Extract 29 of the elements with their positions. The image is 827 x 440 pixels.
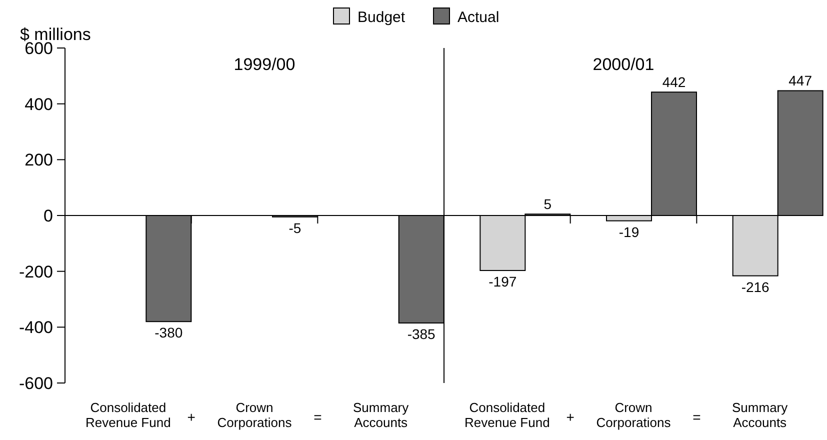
y-tick-label: -600 bbox=[18, 374, 53, 393]
y-tick-label: -200 bbox=[18, 262, 53, 282]
data-label: 5 bbox=[544, 196, 552, 212]
legend-label: Actual bbox=[458, 9, 500, 26]
data-label: 442 bbox=[662, 74, 686, 90]
data-label: -385 bbox=[407, 326, 436, 342]
x-tick-label: Consolidated Revenue Fund bbox=[464, 400, 550, 430]
legend-label: Budget bbox=[358, 9, 406, 26]
x-tick-label: Summary Accounts bbox=[353, 400, 410, 430]
data-label: -380 bbox=[154, 324, 183, 341]
annotation: 2000/01 bbox=[592, 55, 654, 74]
x-tick-label: Crown Corporations bbox=[596, 400, 672, 430]
text: = bbox=[692, 409, 701, 425]
y-tick-label: 200 bbox=[24, 150, 53, 170]
annotation: 1999/00 bbox=[234, 55, 296, 74]
x-tick-label: Crown Corporations bbox=[217, 400, 292, 430]
text: + bbox=[566, 409, 574, 425]
data-label: 447 bbox=[788, 72, 812, 89]
x-tick-label: Consolidated Revenue Fund bbox=[86, 400, 171, 430]
x-tick-label: Summary Accounts bbox=[732, 400, 788, 430]
data-label: -216 bbox=[741, 278, 770, 295]
data-label: -197 bbox=[488, 273, 517, 290]
y-tick-label: 0 bbox=[44, 206, 53, 226]
text: = bbox=[314, 409, 322, 425]
y-tick-label: -400 bbox=[18, 318, 53, 338]
text: + bbox=[187, 409, 196, 425]
data-label: -19 bbox=[618, 224, 640, 240]
data-label: -5 bbox=[288, 220, 302, 236]
y-tick-label: 400 bbox=[24, 94, 53, 114]
